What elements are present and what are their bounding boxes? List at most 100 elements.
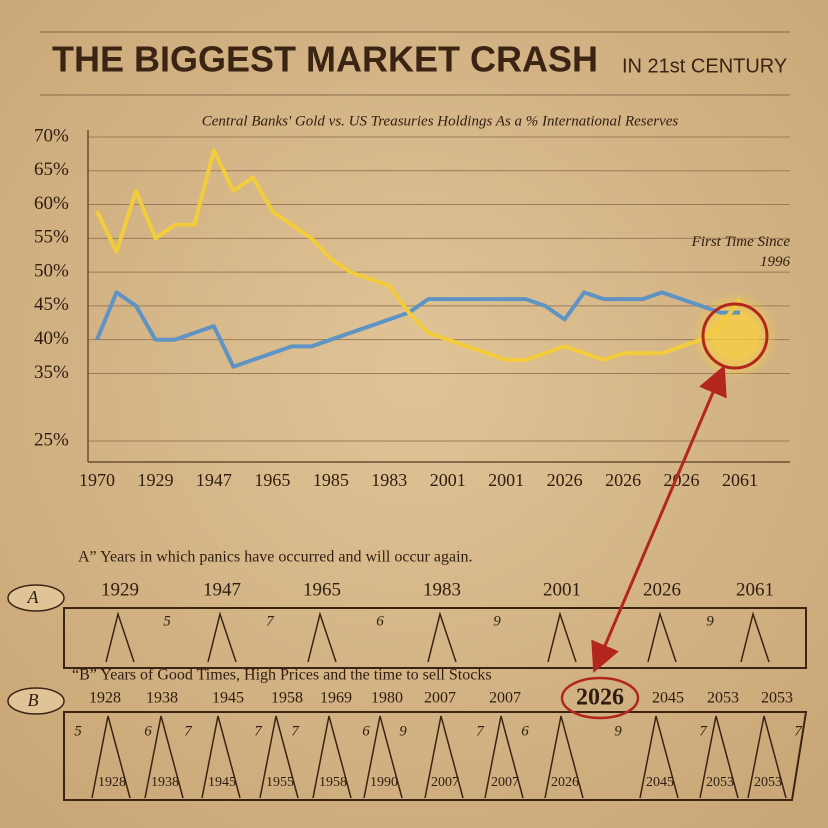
- y-tick-label: 25%: [34, 429, 69, 450]
- b-tent: [699, 715, 739, 799]
- x-tick-label: 1970: [79, 470, 115, 490]
- b-tent: [484, 715, 524, 799]
- b-bottom-year: 1938: [151, 775, 179, 790]
- b-interval: 9: [399, 723, 407, 739]
- b-tent: [91, 715, 131, 799]
- b-tent: [144, 715, 184, 799]
- b-box: [63, 711, 808, 801]
- annotation-box: First Time Since 1996: [691, 234, 790, 270]
- a-year: 1965: [303, 579, 341, 600]
- series-line: [95, 148, 742, 362]
- x-tick-label: 2061: [722, 470, 758, 490]
- b-year: 2053: [707, 690, 739, 707]
- b-year: 1958: [271, 690, 303, 707]
- a-tent: [207, 611, 237, 663]
- a-caption: A” Years in which panics have occurred a…: [78, 549, 473, 566]
- x-tick-label: 2026: [547, 470, 583, 490]
- b-interval: 7: [794, 723, 803, 739]
- b-interval: 6: [362, 723, 370, 739]
- b-bottom-year: 1945: [208, 775, 236, 790]
- b-bottom-year: 2045: [646, 775, 674, 790]
- x-tick-label: 1985: [313, 470, 349, 490]
- plot: 70% 65% 60% 55% 50% 45% 40% 35% 25% 1970 1929 1947 1…: [34, 125, 790, 490]
- a-interval: 9: [706, 613, 714, 629]
- b-tent: [201, 715, 241, 799]
- b-bottom-year: 1928: [98, 775, 126, 790]
- b-tent: [639, 715, 679, 799]
- b-bottom-year: 2007: [431, 775, 459, 790]
- title: THE BIGGEST MARKET CRASH: [52, 39, 598, 80]
- a-interval: 7: [266, 613, 275, 629]
- b-caption: “B” Years of Good Times, High Prices and…: [72, 667, 492, 684]
- a-badge: [7, 584, 65, 612]
- a-interval: 5: [163, 613, 171, 629]
- b-tent: [544, 715, 584, 799]
- a-tent: [427, 611, 457, 663]
- b-year: 1980: [371, 690, 403, 707]
- b-interval: 7: [291, 723, 300, 739]
- b-interval: 6: [521, 723, 529, 739]
- b-year: 1945: [212, 690, 244, 707]
- x-tick-label: 2026: [664, 470, 700, 490]
- b-interval: 5: [74, 723, 82, 739]
- b-bottom-year: 1990: [370, 775, 398, 790]
- b-year: 1969: [320, 690, 352, 707]
- a-label: A: [27, 587, 40, 607]
- cycle: A” Years in which panics have occurred a…: [7, 364, 808, 801]
- highlight-ring: [701, 302, 769, 370]
- b-interval: 9: [614, 723, 622, 739]
- b-bottom-year: 2007: [491, 775, 519, 790]
- x-tick-label: 2026: [605, 470, 641, 490]
- b-year: 1938: [146, 690, 178, 707]
- b-tent: [747, 715, 787, 799]
- annotation: First Time Since 1996: [691, 234, 790, 270]
- y-tick-label: 70%: [34, 125, 69, 146]
- a-year: 1947: [203, 579, 241, 600]
- b-year: 2053: [761, 690, 793, 707]
- a-year: 1983: [423, 579, 461, 600]
- a-year: 2061: [736, 579, 774, 600]
- a-box: [63, 607, 807, 669]
- x-tick-label: 1983: [371, 470, 407, 490]
- b-bottom-year: 2053: [754, 775, 782, 790]
- a-tent: [307, 611, 337, 663]
- b-year: 2026: [576, 685, 624, 711]
- title-suffix: IN 21st CENTURY: [622, 55, 787, 77]
- x-tick-label: 1965: [254, 470, 290, 490]
- y-tick-label: 35%: [34, 362, 69, 383]
- x-tick-label: 1929: [137, 470, 173, 490]
- a-tent: [547, 611, 577, 663]
- x-tick-label: 1947: [196, 470, 232, 490]
- a-tent: [740, 611, 770, 663]
- a-year: 2001: [543, 579, 581, 600]
- b-bottom-year: 1955: [266, 775, 294, 790]
- a-year: 2026: [643, 579, 681, 600]
- b-interval: 7: [254, 723, 263, 739]
- b-interval: 7: [699, 723, 708, 739]
- y-tick-label: 55%: [34, 227, 69, 248]
- b-bottom-year: 2026: [551, 775, 579, 790]
- b-tent: [259, 715, 299, 799]
- b-tent: [424, 715, 464, 799]
- a-tent: [105, 611, 135, 663]
- x-tick-label: 2001: [488, 470, 524, 490]
- b-interval: 7: [476, 723, 485, 739]
- b-bottom-year: 1958: [319, 775, 347, 790]
- b-badge: [7, 687, 65, 715]
- x-tick-label: 2001: [430, 470, 466, 490]
- y-tick-label: 50%: [34, 260, 69, 281]
- a-year: 1929: [101, 579, 139, 600]
- b-interval: 7: [184, 723, 193, 739]
- b-label: B: [28, 690, 39, 710]
- b-highlight: [560, 676, 640, 720]
- y-tick-label: 65%: [34, 159, 69, 180]
- y-tick-label: 60%: [34, 193, 69, 214]
- arrow: [591, 364, 727, 674]
- b-tent: [363, 715, 403, 799]
- y-tick-label: 40%: [34, 328, 69, 349]
- subtitle: Central Banks' Gold vs. US Treasuries Ho…: [202, 113, 679, 129]
- series-line: [95, 290, 740, 369]
- b-year: 2007: [489, 690, 521, 707]
- b-interval: 6: [144, 723, 152, 739]
